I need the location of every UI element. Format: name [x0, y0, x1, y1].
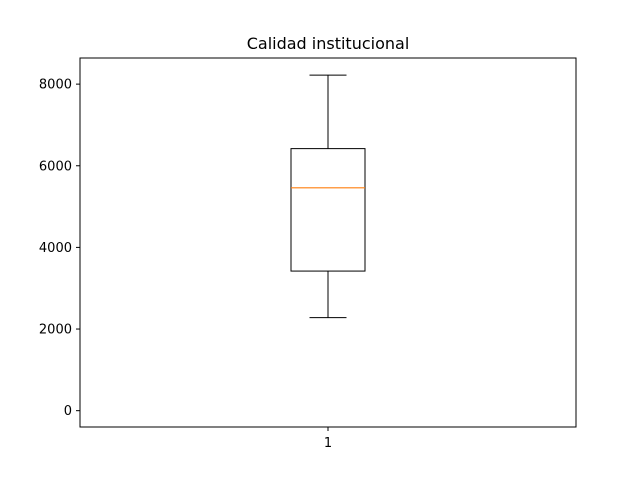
iqr-box [291, 149, 365, 271]
chart-title: Calidad institucional [247, 34, 410, 53]
y-tick-label: 2000 [39, 323, 72, 338]
y-tick-label: 4000 [39, 241, 72, 256]
y-tick-label: 0 [64, 404, 72, 419]
x-tick-label: 1 [324, 436, 332, 451]
y-tick-label: 8000 [39, 78, 72, 93]
y-tick-label: 6000 [39, 159, 72, 174]
